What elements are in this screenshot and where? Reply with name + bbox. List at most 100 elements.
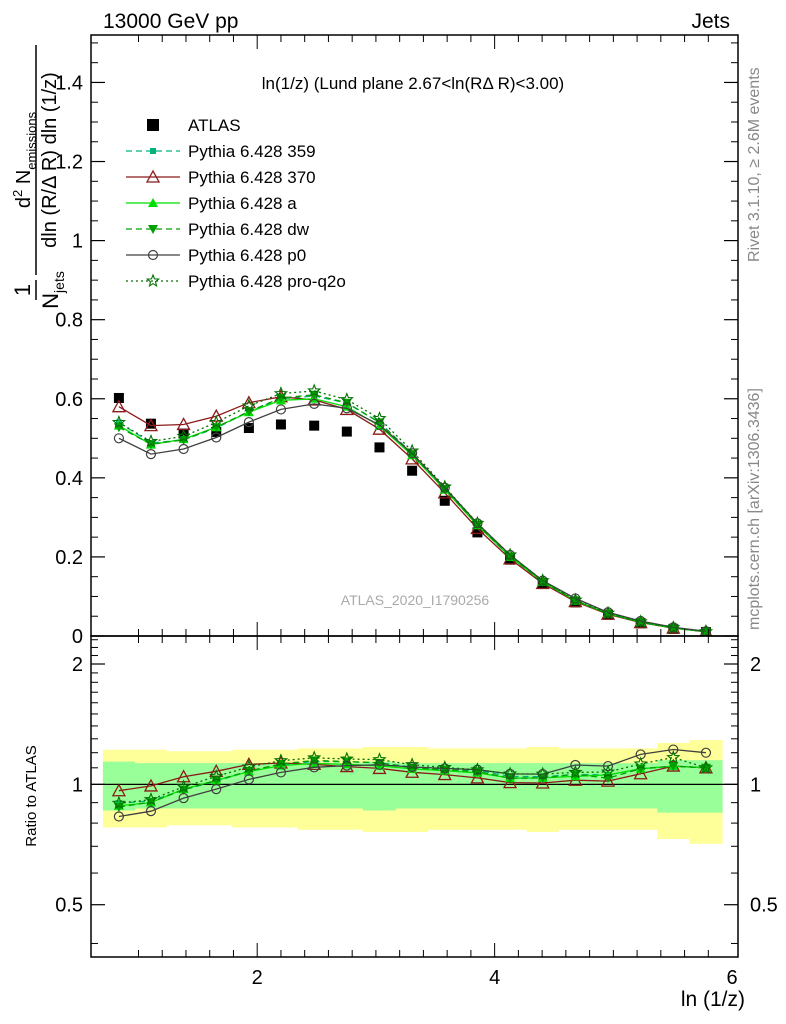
legend-label-3: Pythia 6.428 a: [188, 194, 297, 213]
xtick-label-1: 4: [489, 967, 500, 989]
point-6-4: [241, 398, 257, 412]
legend-marker-1: [150, 148, 156, 154]
legend-item-3: Pythia 6.428 a: [126, 194, 297, 213]
legend-marker-5: [147, 249, 159, 261]
legend-label-4: Pythia 6.428 dw: [188, 220, 310, 239]
ratio-point-1-15: [600, 773, 616, 787]
point-0-5: [275, 419, 286, 430]
mcplots-label: mcplots.cern.ch [arXiv:1306.3436]: [746, 388, 763, 630]
point-5-10: [439, 482, 450, 493]
ratio-point-5-1: [143, 792, 159, 806]
ratio-point-4-18: [700, 747, 712, 758]
point-4-11: [472, 520, 483, 530]
point-6-10: [437, 479, 452, 494]
ratio-ticks: 0.5 0.5 1 1 2 2 2 4 6: [55, 636, 778, 989]
point-6-1: [143, 434, 159, 448]
ratio-ytick-label-right-2: 2: [750, 654, 761, 676]
legend-item-4: Pythia 6.428 dw: [126, 220, 310, 239]
main-panel: 0 0.2 0.4 0.6 0.8 1 1.2 1.4 ln(1/z) (Lund plane…: [10, 34, 739, 648]
ratio-ytick-label-0: 0.5: [55, 895, 83, 917]
ratio-point-4-1: [145, 806, 157, 817]
ratio-point-4-9: [407, 761, 418, 773]
ratio-point-5-15: [600, 764, 616, 778]
point-5-7: [341, 403, 352, 414]
legend-marker-3: [148, 198, 158, 207]
point-6-15: [600, 605, 616, 620]
ratio-point-4-10: [439, 763, 450, 774]
point-6-14: [568, 592, 583, 607]
point-4-14: [570, 596, 581, 606]
ratio-point-5-9: [404, 757, 420, 771]
ratio-point-1-11: [470, 770, 485, 784]
ratio-point-4-3: [211, 784, 222, 795]
header-right: Jets: [691, 10, 730, 33]
ratio-ytick-label-right-0: 0.5: [750, 895, 778, 917]
ratio-point-1-16: [633, 766, 648, 780]
point-0-6: [309, 420, 320, 431]
ytick-label-7: 1.4: [55, 72, 83, 94]
ratio-frame: [90, 635, 739, 958]
point-4-15: [603, 609, 614, 619]
ratio-point-4-6: [309, 762, 320, 773]
ytick-label-4: 0.8: [55, 310, 83, 332]
point-6-6: [307, 383, 322, 397]
point-5-5: [275, 404, 287, 415]
ratio-line-5: [118, 756, 707, 804]
point-6-7: [339, 392, 354, 406]
point-5-8: [374, 419, 385, 430]
ratio-point-4-4: [243, 774, 254, 785]
ylabel-denominator: dln (R/Δ R) dln (1/z): [39, 72, 61, 248]
xlabel: ln (1/z): [681, 988, 745, 1011]
point-6-12: [502, 547, 518, 562]
ratio-point-5-2: [176, 779, 191, 793]
ylabel-njets: Njets: [38, 271, 67, 309]
ratio-point-4-2: [178, 792, 189, 804]
point-0-10: [439, 495, 450, 506]
ratio-point-5-0: [111, 795, 127, 810]
ratio-point-5-10: [437, 760, 452, 774]
ratio-point-4-5: [275, 767, 287, 778]
ratio-ylabel: Ratio to ATLAS: [23, 745, 40, 846]
point-5-2: [178, 443, 189, 455]
header-left: 13000 GeV pp: [103, 10, 238, 33]
legend-label-0: ATLAS: [188, 116, 241, 135]
ytick-label-5: 1: [72, 231, 83, 253]
legend-item-2: Pythia 6.428 370: [126, 168, 316, 187]
legend-label-1: Pythia 6.428 359: [188, 142, 316, 161]
point-2-3: [209, 408, 224, 422]
point-5-4: [243, 416, 254, 428]
ylabel-d2n: d2 Nemissions: [10, 111, 39, 208]
point-5-0: [113, 433, 124, 444]
legend-item-6: Pythia 6.428 pro-q2o: [126, 272, 346, 291]
point-6-9: [404, 443, 420, 458]
ytick-label-1: 0.2: [55, 547, 83, 569]
ratio-series-5: [111, 749, 714, 810]
ratio-point-5-12: [502, 766, 518, 781]
legend-marker-4: [148, 225, 158, 234]
series-6: [111, 383, 714, 636]
ratio-point-5-3: [209, 768, 224, 783]
legend-label-5: Pythia 6.428 p0: [188, 246, 306, 265]
legend-marker-0: [147, 119, 159, 131]
ratio-point-3-17: [668, 762, 679, 772]
main-title: ln(1/z) (Lund plane 2.67<ln(RΔ R)<3.00): [262, 74, 564, 93]
ratio-point-4-8: [374, 759, 385, 770]
main-ylabel-part2: d2 Nemissions dln (R/Δ R) dln (1/z): [10, 45, 61, 275]
point-0-9: [407, 465, 418, 476]
ratio-panel: 0.5 0.5 1 1 2 2 2 4 6 Ratio to ATLAS ln (1/z): [23, 635, 778, 1011]
ratio-ytick-label-2: 2: [72, 654, 83, 676]
point-6-5: [273, 386, 289, 400]
ratio-point-5-4: [241, 759, 257, 773]
point-2-0: [111, 399, 126, 413]
point-6-17: [666, 620, 681, 634]
ylabel-numerator: 1: [10, 284, 35, 296]
point-0-1: [145, 418, 156, 429]
point-6-8: [372, 410, 387, 425]
main-ticks: 0 0.2 0.4 0.6 0.8 1 1.2 1.4: [55, 35, 738, 648]
ratio-point-1-13: [535, 775, 550, 789]
ytick-label-2: 0.4: [55, 468, 83, 490]
legend-marker-6: [145, 273, 161, 288]
point-6-13: [535, 573, 550, 587]
ratio-point-4-0: [113, 811, 124, 822]
